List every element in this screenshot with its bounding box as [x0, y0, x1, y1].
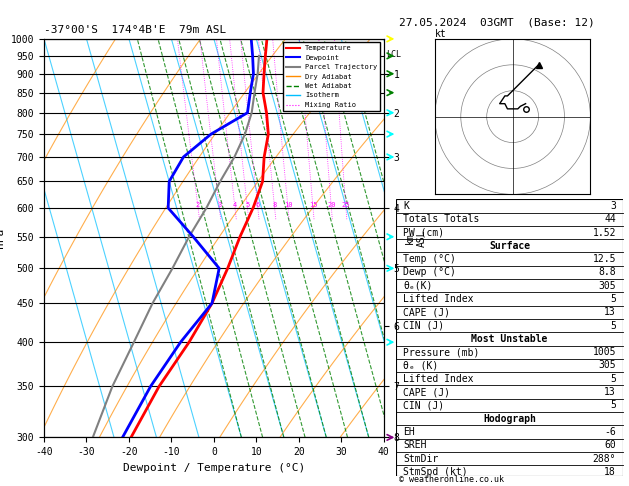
Text: 3: 3 [217, 202, 221, 208]
Y-axis label: hPa: hPa [0, 228, 5, 248]
Text: 5: 5 [610, 321, 616, 330]
Text: 8: 8 [272, 202, 277, 208]
Text: 1.52: 1.52 [593, 227, 616, 238]
Text: CIN (J): CIN (J) [403, 400, 444, 410]
Text: Lifted Index: Lifted Index [403, 374, 474, 384]
Text: StmDir: StmDir [403, 453, 438, 464]
Text: 3: 3 [610, 201, 616, 211]
Text: © weatheronline.co.uk: © weatheronline.co.uk [399, 474, 504, 484]
Text: 18: 18 [604, 467, 616, 477]
Text: 60: 60 [604, 440, 616, 450]
Text: 5: 5 [610, 400, 616, 410]
Text: Dewp (°C): Dewp (°C) [403, 267, 456, 278]
Text: Pressure (mb): Pressure (mb) [403, 347, 479, 357]
Text: 305: 305 [598, 281, 616, 291]
Text: -6: -6 [604, 427, 616, 437]
Y-axis label: km
ASL: km ASL [405, 229, 426, 247]
Text: 27.05.2024  03GMT  (Base: 12): 27.05.2024 03GMT (Base: 12) [399, 17, 595, 27]
Text: 15: 15 [309, 202, 317, 208]
Text: SREH: SREH [403, 440, 426, 450]
Text: Hodograph: Hodograph [483, 414, 536, 424]
Text: θₑ(K): θₑ(K) [403, 281, 433, 291]
Text: kt: kt [435, 29, 447, 39]
Text: 5: 5 [610, 294, 616, 304]
Text: 6: 6 [256, 202, 260, 208]
Text: 10: 10 [284, 202, 292, 208]
Text: 5: 5 [610, 374, 616, 384]
Text: StmSpd (kt): StmSpd (kt) [403, 467, 468, 477]
Text: 288°: 288° [593, 453, 616, 464]
Text: 13: 13 [604, 387, 616, 397]
Text: 20: 20 [327, 202, 336, 208]
Text: 12.5: 12.5 [593, 254, 616, 264]
Text: 8.8: 8.8 [598, 267, 616, 278]
Text: Lifted Index: Lifted Index [403, 294, 474, 304]
Text: -37°00'S  174°4B'E  79m ASL: -37°00'S 174°4B'E 79m ASL [44, 25, 226, 35]
Text: K: K [403, 201, 409, 211]
Text: θₑ (K): θₑ (K) [403, 361, 438, 370]
Text: CAPE (J): CAPE (J) [403, 387, 450, 397]
Text: 44: 44 [604, 214, 616, 224]
Text: Totals Totals: Totals Totals [403, 214, 479, 224]
Legend: Temperature, Dewpoint, Parcel Trajectory, Dry Adiabat, Wet Adiabat, Isotherm, Mi: Temperature, Dewpoint, Parcel Trajectory… [283, 42, 380, 111]
Text: Surface: Surface [489, 241, 530, 251]
Text: Most Unstable: Most Unstable [471, 334, 548, 344]
Text: LCL: LCL [386, 50, 401, 59]
Text: 25: 25 [342, 202, 350, 208]
Text: EH: EH [403, 427, 415, 437]
Text: Temp (°C): Temp (°C) [403, 254, 456, 264]
Text: 5: 5 [245, 202, 250, 208]
Text: 2: 2 [196, 202, 200, 208]
X-axis label: Dewpoint / Temperature (°C): Dewpoint / Temperature (°C) [123, 463, 305, 473]
Text: 305: 305 [598, 361, 616, 370]
Text: 4: 4 [233, 202, 237, 208]
Text: CIN (J): CIN (J) [403, 321, 444, 330]
Text: 1005: 1005 [593, 347, 616, 357]
Text: PW (cm): PW (cm) [403, 227, 444, 238]
Text: CAPE (J): CAPE (J) [403, 307, 450, 317]
Text: 13: 13 [604, 307, 616, 317]
